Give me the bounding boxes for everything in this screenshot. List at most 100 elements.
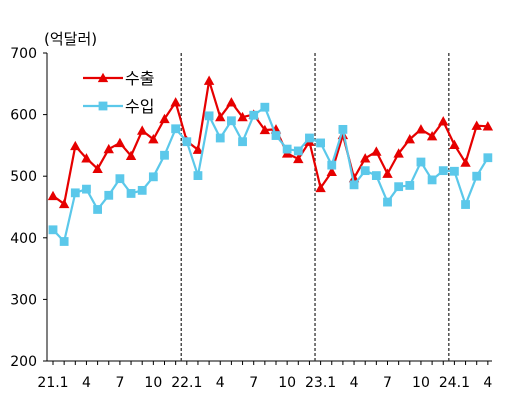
imports-point — [126, 189, 136, 198]
x-tick-label: 7 — [383, 375, 392, 391]
imports-point — [461, 200, 470, 209]
y-tick-label: 600 — [10, 108, 37, 124]
exports-point — [203, 75, 215, 85]
exports-point — [137, 125, 148, 135]
exports-point — [415, 124, 427, 134]
imports-point — [59, 237, 69, 246]
x-tick-label: 4 — [216, 375, 225, 391]
exports-point — [393, 148, 404, 158]
imports-point — [227, 116, 236, 126]
exports-point — [226, 97, 237, 107]
exports-point — [159, 113, 170, 124]
imports-point — [204, 111, 214, 121]
legend-label: 수출 — [125, 69, 154, 88]
x-tick-label: 21.1 — [37, 375, 68, 391]
x-tick-label: 10 — [144, 375, 162, 391]
exports-point — [148, 134, 159, 144]
exports-point — [58, 198, 70, 209]
imports-point — [316, 138, 325, 148]
exports-point — [382, 168, 393, 178]
imports-point — [115, 174, 125, 184]
exports-point — [460, 157, 471, 167]
legend-swatch-marker — [98, 101, 108, 111]
exports-point — [371, 146, 382, 156]
imports-point — [327, 160, 337, 170]
unit-label: (억달러) — [44, 30, 97, 48]
legend-item-exports: 수출 — [83, 69, 154, 88]
imports-point — [293, 146, 303, 156]
exports-point — [103, 143, 114, 154]
exports-point — [237, 111, 248, 122]
imports-point — [137, 185, 147, 195]
imports-point — [148, 172, 158, 182]
x-tick-label: 7 — [249, 375, 258, 391]
x-tick-label: 4 — [483, 375, 492, 391]
exports-point — [360, 153, 371, 163]
imports-point — [383, 197, 392, 207]
exports-point — [471, 120, 482, 130]
legend-swatch-marker — [97, 72, 109, 83]
imports-point — [371, 171, 381, 180]
exports-point — [81, 153, 92, 163]
exports-point — [326, 166, 337, 177]
exports-point — [70, 140, 81, 151]
exports-point — [438, 116, 449, 126]
exports-point — [215, 111, 226, 122]
y-axis-tick-labels: 200 300 400 500 600 700 — [10, 46, 37, 370]
series-group — [47, 75, 494, 246]
y-tick-label: 300 — [10, 292, 37, 308]
exports-point — [170, 97, 181, 107]
imports-point — [427, 175, 437, 185]
series-exports — [47, 75, 494, 209]
x-tick-label: 10 — [412, 375, 430, 391]
year-dividers — [180, 53, 450, 361]
exports-point — [47, 190, 59, 201]
imports-point — [93, 205, 102, 214]
exports-point — [293, 153, 304, 164]
imports-point — [260, 102, 270, 112]
imports-point — [338, 124, 348, 134]
series-imports — [48, 102, 493, 246]
imports-point — [349, 180, 359, 190]
imports-point — [483, 153, 493, 163]
imports-point — [104, 190, 114, 200]
imports-point — [450, 166, 459, 176]
exports-point — [482, 121, 494, 131]
imports-point — [394, 182, 404, 192]
exports-point — [259, 124, 271, 135]
imports-point — [249, 110, 259, 120]
exports-point — [404, 134, 415, 144]
exports-point — [449, 139, 460, 149]
exports-line — [52, 79, 488, 206]
x-axis-tick-labels: 21.1 4 7 10 22.1 4 7 10 23.1 4 7 10 24.1 4 — [37, 375, 492, 391]
exports-point — [114, 137, 126, 148]
exports-point — [92, 163, 103, 173]
imports-point — [438, 166, 448, 176]
y-tick-label: 200 — [10, 354, 37, 370]
imports-line — [52, 106, 489, 243]
x-tick-label: 7 — [115, 375, 124, 391]
imports-point — [282, 144, 292, 154]
imports-point — [182, 137, 192, 147]
imports-point — [215, 133, 225, 143]
imports-point — [171, 124, 181, 134]
legend-item-imports: 수입 — [83, 97, 154, 116]
axes — [43, 52, 492, 365]
y-tick-label: 700 — [10, 46, 37, 62]
x-tick-label: 24.1 — [439, 375, 470, 391]
exports-point — [192, 144, 204, 154]
imports-point — [160, 150, 169, 160]
imports-point — [70, 188, 80, 198]
imports-point — [48, 225, 58, 235]
exports-point — [125, 150, 137, 161]
imports-point — [405, 181, 415, 190]
imports-point — [271, 131, 281, 140]
x-tick-label: 4 — [82, 375, 91, 391]
x-tick-label: 10 — [278, 375, 296, 391]
imports-point — [82, 184, 91, 194]
imports-point — [193, 171, 203, 180]
y-tick-label: 500 — [10, 169, 37, 185]
exports-point — [426, 130, 438, 141]
